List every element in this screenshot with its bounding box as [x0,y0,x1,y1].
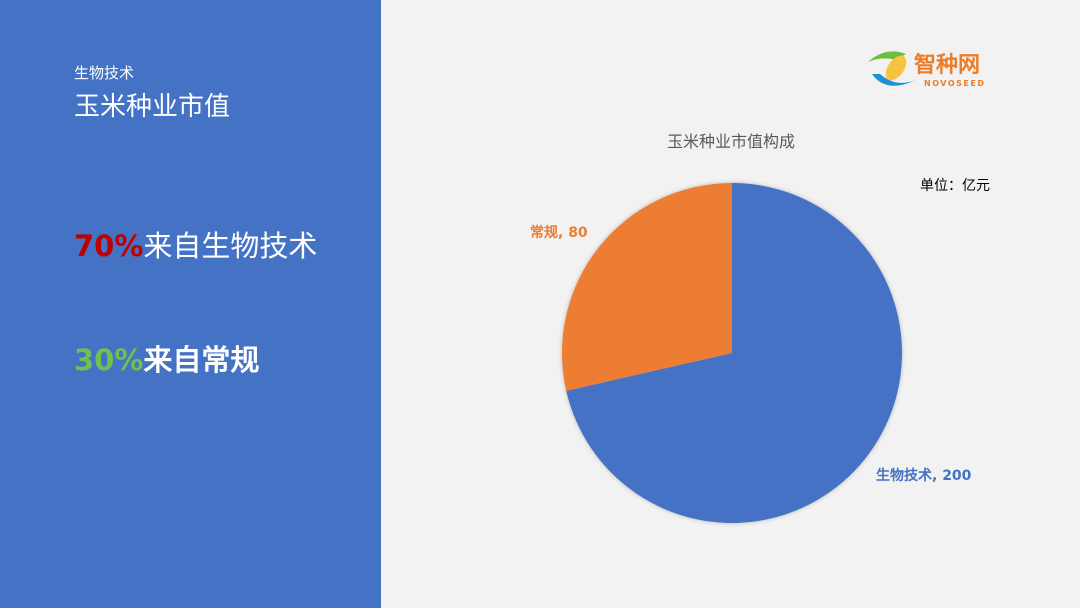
left-panel [0,0,381,608]
chart-title: 玉米种业市值构成 [666,132,796,151]
unit-label: 单位：亿元 [920,178,990,194]
svg-text:智种网: 智种网 [914,52,980,78]
stat-biotech-text: 来自生物技术 [143,229,318,263]
stat-conventional-text: 来自常规 [143,343,260,377]
section-subtitle: 生物技术 [74,64,135,82]
pie-slice-conventional [562,183,732,391]
stat-biotech: 70%来自生物技术 [74,223,317,265]
pie-slice-biotech [566,183,902,523]
stat-conventional-percent: 30% [74,343,144,377]
svg-text:NOVOSEED: NOVOSEED [924,79,985,88]
data-label-conventional: 常规, 80 [530,224,588,241]
stat-conventional: 30%来自常规 [74,337,259,379]
novoseed-logo: 智种网 NOVOSEED [868,51,985,88]
stat-biotech-percent: 70% [74,229,144,263]
slide-title: 玉米种业市值 [74,92,231,122]
data-label-biotech: 生物技术, 200 [876,467,972,484]
